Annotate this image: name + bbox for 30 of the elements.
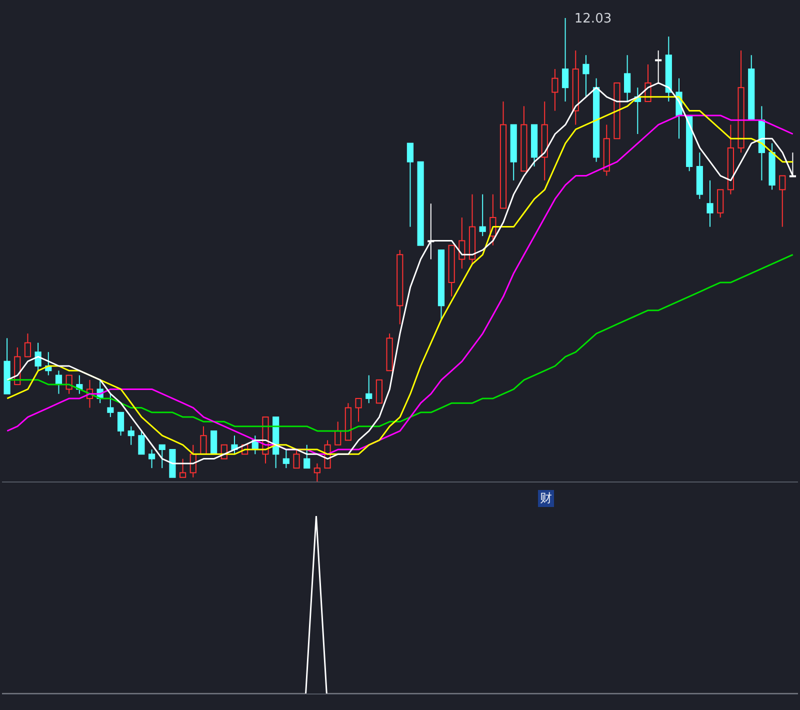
candlestick <box>293 449 300 469</box>
candlestick <box>24 333 32 358</box>
candlestick <box>304 444 310 469</box>
candlestick <box>717 189 724 218</box>
candlestick <box>210 430 218 455</box>
candlestick <box>314 462 320 482</box>
text: 财 <box>538 490 554 507</box>
candlestick <box>458 217 466 270</box>
candlestick <box>148 449 156 469</box>
candlestick <box>107 393 114 418</box>
candlestick <box>282 449 290 469</box>
candlestick <box>334 421 342 446</box>
candlestick <box>128 426 134 446</box>
candlestick <box>117 412 124 436</box>
candlestick <box>179 458 186 478</box>
candlestick <box>200 426 207 455</box>
annotation: 12.03 <box>574 12 612 27</box>
candlestick <box>552 68 558 112</box>
candlestick <box>562 18 569 102</box>
candlestick <box>158 444 166 469</box>
candlestick <box>479 194 486 237</box>
candlestick <box>366 374 372 404</box>
candlestick <box>779 175 786 228</box>
candlestick <box>582 54 590 98</box>
candlestick <box>355 398 362 422</box>
candlestick <box>624 54 631 102</box>
candlestick <box>706 180 714 228</box>
candlestick <box>138 430 145 455</box>
candlestick <box>406 142 414 228</box>
candlestick <box>376 379 383 404</box>
